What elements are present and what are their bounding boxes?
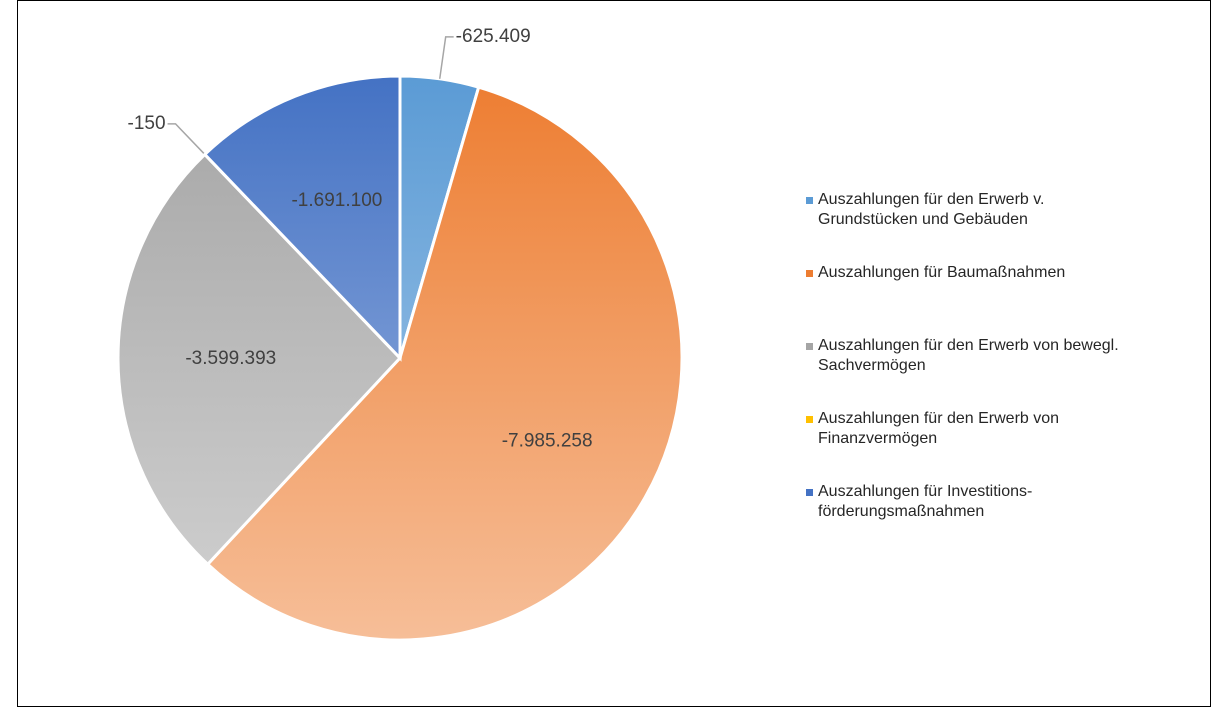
pie-slice (202, 74, 402, 362)
legend-swatch (806, 270, 813, 277)
legend-label: Auszahlungen für den Erwerb v. Grundstüc… (818, 191, 1045, 228)
data-label: -150 (128, 113, 166, 134)
legend-item: Auszahlungen für Baumaßnahmen (806, 263, 1136, 336)
legend-swatch (806, 489, 813, 496)
data-label: -7.985.258 (502, 431, 593, 452)
legend-swatch (806, 343, 813, 350)
chart-border (17, 0, 1211, 707)
legend-label: Auszahlungen für den Erwerb von bewegl. … (818, 337, 1119, 374)
legend-swatch (806, 416, 813, 423)
pie-slice (116, 152, 403, 567)
legend-item: Auszahlungen für Investitions-förderungs… (806, 482, 1136, 555)
legend-item: Auszahlungen für den Erwerb von Finanzve… (806, 409, 1136, 482)
leader-line (438, 36, 454, 79)
legend-label: Auszahlungen für Investitions-förderungs… (818, 483, 1033, 520)
legend-item: Auszahlungen für den Erwerb von bewegl. … (806, 336, 1136, 409)
leader-line (167, 123, 206, 155)
legend: Auszahlungen für den Erwerb v. Grundstüc… (806, 190, 1136, 555)
legend-label: Auszahlungen für den Erwerb von Finanzve… (818, 410, 1060, 447)
data-label: -3.599.393 (185, 348, 276, 369)
data-label: -1.691.100 (291, 190, 382, 211)
pie-slice (205, 85, 684, 642)
legend-swatch (806, 197, 813, 204)
legend-item: Auszahlungen für den Erwerb v. Grundstüc… (806, 190, 1136, 263)
legend-label: Auszahlungen für Baumaßnahmen (818, 264, 1066, 281)
data-label: -625.409 (456, 26, 531, 47)
